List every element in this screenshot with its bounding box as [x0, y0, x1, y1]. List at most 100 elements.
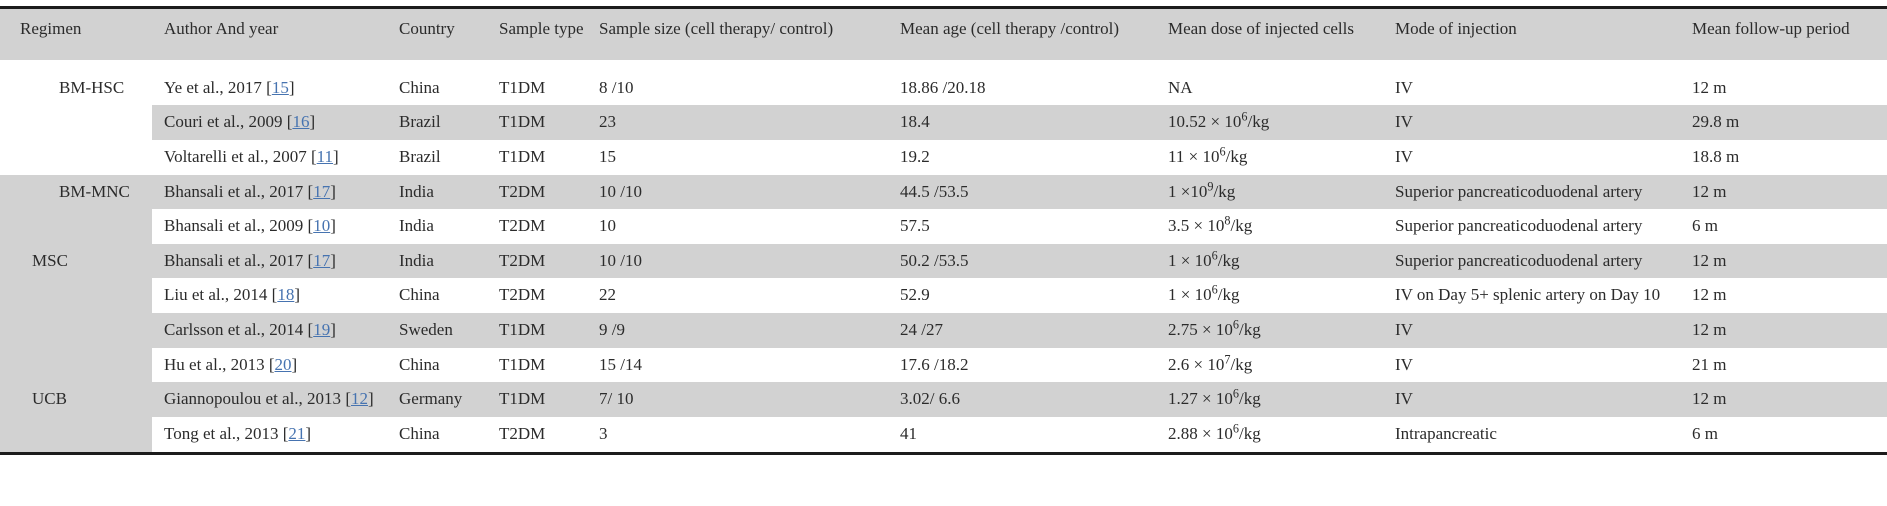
- cell-sample-size: 10 /10: [587, 174, 888, 210]
- cell-sample-type: T2DM: [487, 278, 587, 314]
- dose-unit: /kg: [1247, 112, 1270, 132]
- cell-follow-up: 6 m: [1680, 209, 1887, 244]
- citation-link[interactable]: 21: [288, 424, 306, 444]
- table-row: Couri et al., 2009 [16] Brazil T1DM 23 1…: [0, 105, 1887, 140]
- table-row: BM-HSC Ye et al., 2017 [15] China T1DM 8…: [0, 59, 1887, 175]
- table-row: Bhansali et al., 2009 [10] India T2DM 10…: [0, 209, 1887, 244]
- citation-bracket: [: [282, 424, 289, 444]
- dose-unit: /kg: [1238, 320, 1261, 340]
- cell-sample-size: 3: [587, 417, 888, 454]
- dose-exponent: 6: [1211, 282, 1218, 297]
- cell-sample-type: T2DM: [487, 243, 587, 279]
- citation-bracket: [: [307, 320, 314, 340]
- table-row: Voltarelli et al., 2007 [11] Brazil T1DM…: [0, 139, 1887, 175]
- cell-sample-size: 22: [587, 278, 888, 314]
- table-row: Carlsson et al., 2014 [19] Sweden T1DM 9…: [0, 313, 1887, 348]
- cell-author: Couri et al., 2009 [16]: [152, 105, 387, 140]
- citation-bracket: ]: [309, 112, 316, 132]
- cell-sample-size: 15: [587, 139, 888, 175]
- dose-unit: /kg: [1213, 181, 1236, 201]
- cell-follow-up: 12 m: [1680, 278, 1887, 314]
- author-text: Bhansali et al., 2017: [164, 250, 308, 270]
- table-row: UCB Giannopoulou et al., 2013 [12] Germa…: [0, 382, 1887, 454]
- citation-link[interactable]: 12: [350, 389, 368, 409]
- column-header-author: Author And year: [152, 7, 387, 60]
- citation-link[interactable]: 17: [313, 181, 331, 201]
- dose-base: 11 × 10: [1168, 146, 1220, 166]
- cell-mode: Superior pancreaticoduodenal artery: [1383, 209, 1680, 244]
- cell-country: India: [387, 243, 487, 279]
- cell-mean-dose: 2.6 × 107/kg: [1156, 347, 1383, 383]
- cell-country: China: [387, 347, 487, 383]
- cell-sample-type: T1DM: [487, 105, 587, 140]
- cell-author: Carlsson et al., 2014 [19]: [152, 313, 387, 348]
- cell-author: Ye et al., 2017 [15]: [152, 59, 387, 106]
- cell-mean-dose: 1 ×109/kg: [1156, 174, 1383, 210]
- citation-link[interactable]: 18: [277, 285, 295, 305]
- author-text: Giannopoulou et al., 2013: [164, 389, 346, 409]
- cell-sample-type: T2DM: [487, 209, 587, 244]
- citation-link[interactable]: 15: [271, 77, 289, 97]
- citation-bracket: ]: [330, 216, 336, 236]
- cell-mean-dose: 11 × 106/kg: [1156, 139, 1383, 175]
- citation-link[interactable]: 19: [313, 320, 331, 340]
- cell-mode: Intrapancreatic: [1383, 417, 1680, 454]
- column-header-regimen: Regimen: [0, 7, 152, 60]
- citation-bracket: [: [307, 216, 314, 236]
- citation-link[interactable]: 17: [313, 250, 331, 270]
- column-header-mean-age: Mean age (cell therapy /control): [888, 7, 1156, 60]
- cell-sample-size: 10 /10: [587, 243, 888, 279]
- cell-mean-age: 24 /27: [888, 313, 1156, 348]
- cell-country: Sweden: [387, 313, 487, 348]
- cell-country: Brazil: [387, 105, 487, 140]
- cell-author: Liu et al., 2014 [18]: [152, 278, 387, 314]
- cell-mode: IV: [1383, 382, 1680, 418]
- dose-unit: /kg: [1230, 354, 1253, 374]
- table-header: Regimen Author And year Country Sample t…: [0, 7, 1887, 60]
- citation-bracket: ]: [333, 146, 339, 166]
- dose-base: 1 × 10: [1168, 250, 1212, 270]
- author-text: Voltarelli et al., 2007: [164, 146, 311, 166]
- cell-follow-up: 21 m: [1680, 347, 1887, 383]
- cell-mean-age: 19.2: [888, 139, 1156, 175]
- dose-exponent: 8: [1224, 213, 1231, 228]
- citation-link[interactable]: 10: [313, 216, 331, 236]
- cell-sample-size: 15 /14: [587, 347, 888, 383]
- cell-sample-size: 23: [587, 105, 888, 140]
- cell-follow-up: 12 m: [1680, 382, 1887, 418]
- table-row: MSC Bhansali et al., 2017 [17] India T2D…: [0, 243, 1887, 383]
- citation-link[interactable]: 20: [274, 354, 292, 374]
- citation-bracket: ]: [294, 285, 300, 305]
- column-header-sample-type: Sample type: [487, 7, 587, 60]
- study-table: Regimen Author And year Country Sample t…: [0, 6, 1887, 455]
- cell-mean-age: 41: [888, 417, 1156, 454]
- cell-mode: IV: [1383, 139, 1680, 175]
- cell-mode: IV: [1383, 347, 1680, 383]
- cell-author: Bhansali et al., 2017 [17]: [152, 174, 387, 210]
- citation-bracket: ]: [330, 250, 336, 270]
- cell-follow-up: 12 m: [1680, 243, 1887, 279]
- cell-country: India: [387, 209, 487, 244]
- cell-mode: Superior pancreaticoduodenal artery: [1383, 243, 1680, 279]
- study-table-container: Regimen Author And year Country Sample t…: [0, 6, 1887, 455]
- cell-mean-dose: 1.27 × 106/kg: [1156, 382, 1383, 418]
- cell-country: China: [387, 417, 487, 454]
- cell-country: India: [387, 174, 487, 210]
- citation-link[interactable]: 11: [316, 146, 334, 166]
- citation-bracket: ]: [367, 389, 374, 409]
- cell-sample-type: T1DM: [487, 347, 587, 383]
- column-header-sample-size: Sample size (cell therapy/ control): [587, 7, 888, 60]
- cell-mean-age: 50.2 /53.5: [888, 243, 1156, 279]
- cell-mean-age: 57.5: [888, 209, 1156, 244]
- cell-follow-up: 18.8 m: [1680, 139, 1887, 175]
- cell-mean-age: 18.86 /20.18: [888, 59, 1156, 106]
- author-text: Ye et al., 2017: [164, 77, 267, 97]
- cell-author: Hu et al., 2013 [20]: [152, 347, 387, 383]
- cell-mean-dose: 1 × 106/kg: [1156, 278, 1383, 314]
- table-row: Tong et al., 2013 [21] China T2DM 3 41 2…: [0, 417, 1887, 454]
- dose-unit: /kg: [1225, 146, 1248, 166]
- dose-base: 1 × 10: [1168, 285, 1212, 305]
- citation-bracket: [: [345, 389, 351, 409]
- citation-link[interactable]: 16: [292, 112, 310, 132]
- cell-author: Bhansali et al., 2009 [10]: [152, 209, 387, 244]
